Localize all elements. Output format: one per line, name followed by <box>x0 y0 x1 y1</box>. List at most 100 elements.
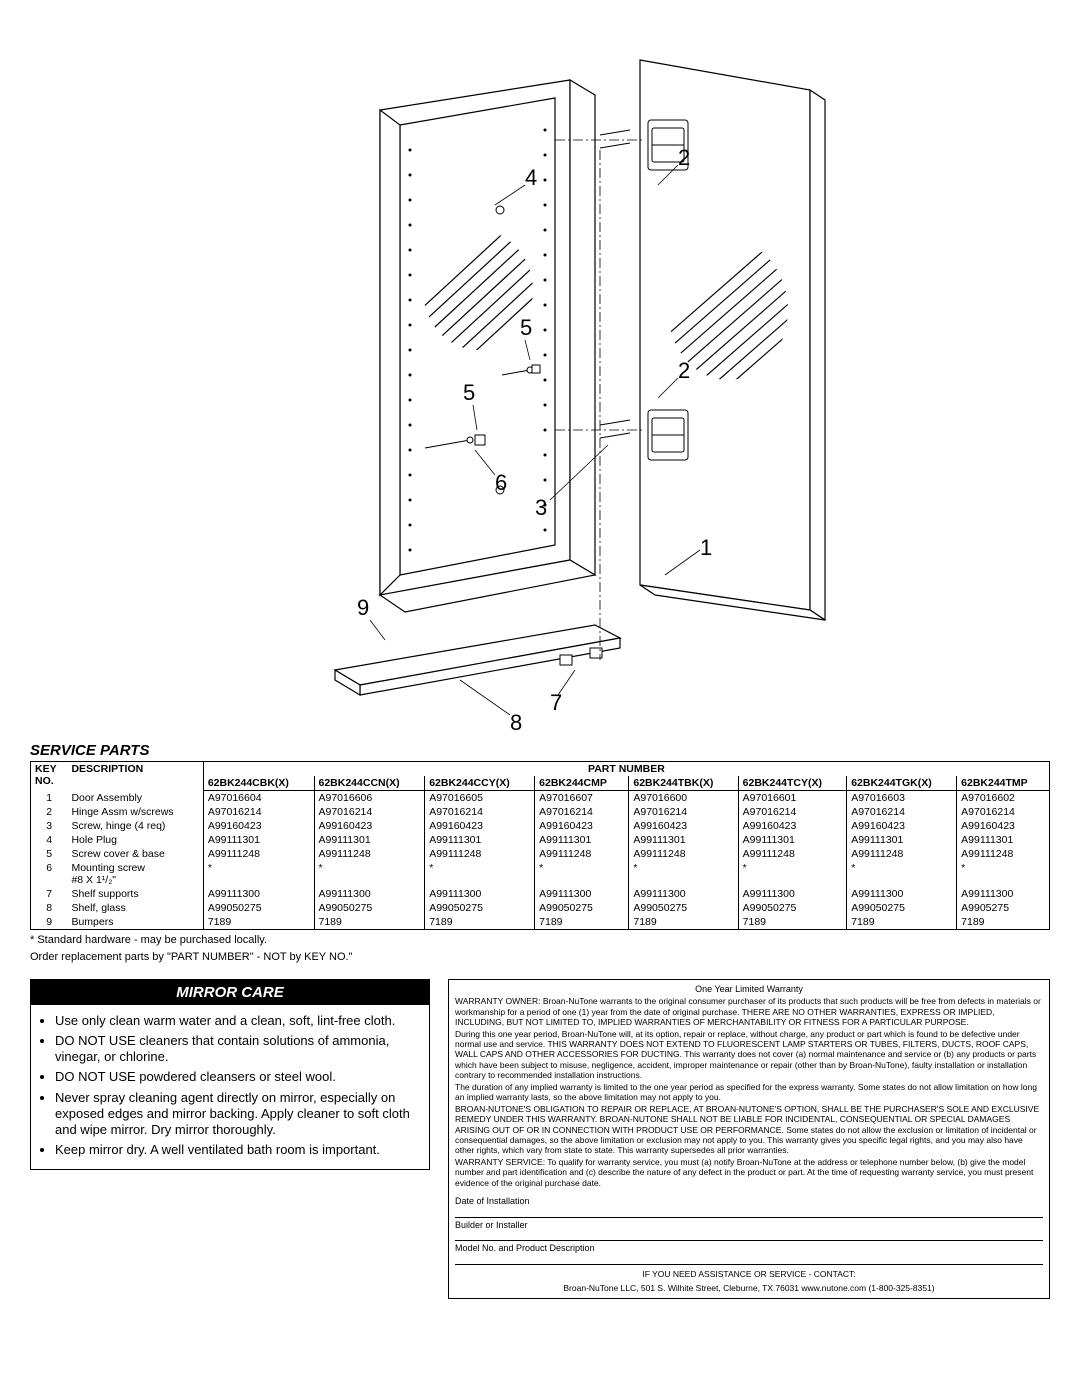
cell-part: A99111301 <box>957 833 1050 847</box>
cell-part: A97016214 <box>425 805 535 819</box>
cell-part: A99050275 <box>425 901 535 915</box>
cell-part: A99111248 <box>629 847 738 861</box>
cell-part: A99111301 <box>629 833 738 847</box>
mirror-care-box: MIRROR CARE Use only clean warm water an… <box>30 979 430 1170</box>
cell-part: A97016602 <box>957 791 1050 806</box>
table-row: 6Mounting screw#8 X 1¹/₂"******** <box>31 861 1050 887</box>
footnote-star: * Standard hardware - may be purchased l… <box>30 933 1050 947</box>
cell-key: 3 <box>31 819 68 833</box>
col-model-5: 62BK244TCY(X) <box>738 776 847 791</box>
cell-part: A99111300 <box>535 887 629 901</box>
cell-part: A99050275 <box>314 901 425 915</box>
cell-desc: Hole Plug <box>67 833 203 847</box>
cell-part: A99111248 <box>847 847 957 861</box>
cell-key: 2 <box>31 805 68 819</box>
cell-part: A97016601 <box>738 791 847 806</box>
table-row: 7Shelf supportsA99111300A99111300A991113… <box>31 887 1050 901</box>
cell-part: A99111300 <box>425 887 535 901</box>
mirror-care-title: MIRROR CARE <box>31 980 429 1005</box>
cell-part: A97016214 <box>957 805 1050 819</box>
field-model: Model No. and Product Description <box>455 1241 1043 1265</box>
cell-part: 7189 <box>629 915 738 930</box>
cell-part: 7189 <box>203 915 314 930</box>
cell-part: 7189 <box>314 915 425 930</box>
cell-part: A99111301 <box>203 833 314 847</box>
svg-text:5: 5 <box>463 380 475 405</box>
cell-part: A99160423 <box>203 819 314 833</box>
cell-part: A99111300 <box>738 887 847 901</box>
svg-text:6: 6 <box>495 470 507 495</box>
cell-part: 7189 <box>535 915 629 930</box>
cell-part: 7189 <box>738 915 847 930</box>
svg-text:2: 2 <box>678 358 690 383</box>
cell-part: * <box>425 861 535 887</box>
cell-part: A99160423 <box>957 819 1050 833</box>
cell-part: A99160423 <box>425 819 535 833</box>
exploded-diagram: 1 2 2 3 4 5 5 6 7 8 9 <box>200 30 880 730</box>
cell-part: A99111301 <box>738 833 847 847</box>
col-model-2: 62BK244CCY(X) <box>425 776 535 791</box>
mirror-care-list: Use only clean warm water and a clean, s… <box>37 1013 423 1159</box>
service-parts-heading: SERVICE PARTS <box>30 742 1050 759</box>
mirror-care-item: Use only clean warm water and a clean, s… <box>55 1013 423 1029</box>
cell-key: 8 <box>31 901 68 915</box>
warranty-p1: WARRANTY OWNER: Broan-NuTone warrants to… <box>455 996 1043 1027</box>
cell-part: * <box>203 861 314 887</box>
warranty-box: One Year Limited Warranty WARRANTY OWNER… <box>448 979 1050 1299</box>
cell-part: A99160423 <box>738 819 847 833</box>
cell-part: A99111248 <box>738 847 847 861</box>
table-row: 9Bumpers71897189718971897189718971897189 <box>31 915 1050 930</box>
col-model-3: 62BK244CMP <box>535 776 629 791</box>
cell-part: 7189 <box>847 915 957 930</box>
cell-part: A97016214 <box>314 805 425 819</box>
cell-part: A99111300 <box>847 887 957 901</box>
cell-part: A97016605 <box>425 791 535 806</box>
table-row: 8Shelf, glassA99050275A99050275A99050275… <box>31 901 1050 915</box>
mirror-care-item: DO NOT USE cleaners that contain solutio… <box>55 1033 423 1066</box>
warranty-p3: The duration of any implied warranty is … <box>455 1082 1043 1102</box>
table-row: 2Hinge Assm w/screwsA97016214A97016214A9… <box>31 805 1050 819</box>
cell-part: A97016600 <box>629 791 738 806</box>
table-row: 1Door AssemblyA97016604A97016606A9701660… <box>31 791 1050 806</box>
cell-part: A97016214 <box>738 805 847 819</box>
cell-part: A99050275 <box>203 901 314 915</box>
cell-part: A97016214 <box>629 805 738 819</box>
cell-part: 7189 <box>957 915 1050 930</box>
cell-desc: Hinge Assm w/screws <box>67 805 203 819</box>
cell-part: * <box>629 861 738 887</box>
cell-part: A97016214 <box>203 805 314 819</box>
svg-text:3: 3 <box>535 495 547 520</box>
col-key: KEYNO. <box>31 762 68 791</box>
cell-part: A99050275 <box>629 901 738 915</box>
cell-part: A99111301 <box>535 833 629 847</box>
cell-desc: Door Assembly <box>67 791 203 806</box>
cell-part: A99111248 <box>203 847 314 861</box>
cell-part: A99111248 <box>535 847 629 861</box>
cell-part: A99050275 <box>738 901 847 915</box>
cell-desc: Bumpers <box>67 915 203 930</box>
warranty-p2: During this one year period, Broan-NuTon… <box>455 1029 1043 1080</box>
svg-text:4: 4 <box>525 165 537 190</box>
cell-desc: Shelf, glass <box>67 901 203 915</box>
cell-part: A97016607 <box>535 791 629 806</box>
cell-key: 5 <box>31 847 68 861</box>
col-desc: DESCRIPTION <box>67 762 203 791</box>
cell-part: A99111300 <box>314 887 425 901</box>
cell-part: A99111300 <box>629 887 738 901</box>
mirror-care-item: Keep mirror dry. A well ventilated bath … <box>55 1142 423 1158</box>
cell-part: * <box>957 861 1050 887</box>
field-builder: Builder or Installer <box>455 1218 1043 1242</box>
cell-part: A97016214 <box>847 805 957 819</box>
cell-part: A99050275 <box>535 901 629 915</box>
cell-desc: Screw cover & base <box>67 847 203 861</box>
field-date: Date of Installation <box>455 1194 1043 1218</box>
col-model-1: 62BK244CCN(X) <box>314 776 425 791</box>
warranty-p5: WARRANTY SERVICE: To qualify for warrant… <box>455 1157 1043 1188</box>
svg-text:1: 1 <box>700 535 712 560</box>
cell-part: A99160423 <box>535 819 629 833</box>
mirror-care-item: DO NOT USE powdered cleansers or steel w… <box>55 1069 423 1085</box>
col-model-6: 62BK244TGK(X) <box>847 776 957 791</box>
warranty-title: One Year Limited Warranty <box>455 984 1043 995</box>
cell-desc: Mounting screw#8 X 1¹/₂" <box>67 861 203 887</box>
assist-line2: Broan-NuTone LLC, 501 S. Wilhite Street,… <box>455 1283 1043 1293</box>
